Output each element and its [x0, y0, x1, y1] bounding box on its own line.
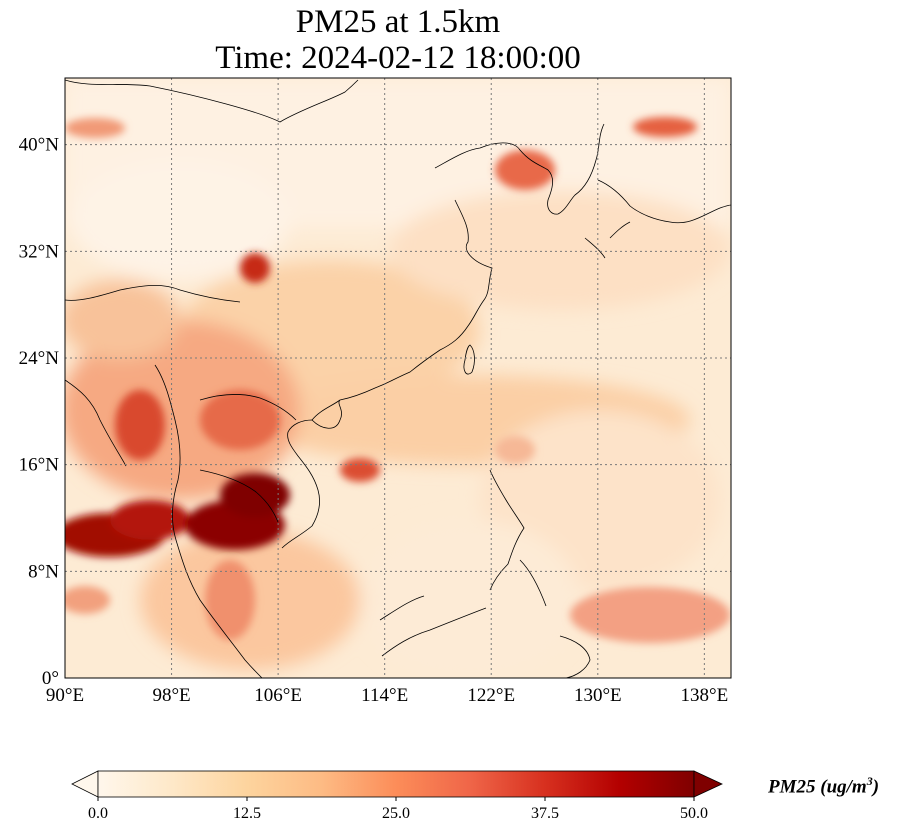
lon-tick-label: 90°E — [46, 685, 84, 706]
gridlines — [65, 78, 731, 678]
lon-tick-label: 130°E — [574, 685, 622, 706]
lon-tick-label: 106°E — [254, 685, 302, 706]
colorbar-tick-label: 50.0 — [680, 805, 708, 822]
lat-tick-label: 0° — [42, 668, 59, 689]
plot-title-line2: Time: 2024-02-12 18:00:00 — [215, 40, 581, 76]
latitude-tick-labels: 0° 8°N 16°N 24°N 32°N 40°N — [19, 135, 60, 689]
lon-tick-label: 114°E — [361, 685, 408, 706]
colorbar-title-close: ) — [872, 776, 880, 798]
map-frame — [64, 77, 732, 679]
colorbar-tick-label: 0.0 — [88, 805, 108, 822]
longitude-tick-labels: 90°E 98°E 106°E 114°E 122°E 130°E 138°E — [46, 685, 728, 706]
colorbar-tick-label: 12.5 — [233, 805, 261, 822]
lat-tick-label: 24°N — [19, 348, 60, 369]
colorbar-ramp — [97, 770, 695, 798]
colorbar-tick-label: 37.5 — [531, 805, 559, 822]
lon-tick-label: 138°E — [681, 685, 729, 706]
colorbar-extend-max — [693, 770, 723, 798]
colorbar-title-text: PM25 (ug/m — [768, 776, 867, 798]
colorbar-tick-label: 25.0 — [382, 805, 410, 822]
lat-tick-label: 32°N — [19, 241, 60, 262]
lat-tick-label: 40°N — [19, 135, 60, 156]
pm25-field — [65, 78, 731, 678]
colorbar: 0.0 12.5 25.0 37.5 50.0 — [71, 770, 723, 822]
lon-tick-label: 98°E — [152, 685, 190, 706]
lat-tick-label: 16°N — [19, 455, 60, 476]
lon-tick-label: 122°E — [467, 685, 515, 706]
coastlines — [65, 79, 731, 678]
colorbar-extend-min — [71, 770, 99, 798]
lat-tick-label: 8°N — [28, 561, 59, 582]
colorbar-title-superscript: 3 — [866, 774, 873, 788]
colorbar-title: PM25 (ug/m3) — [768, 774, 879, 798]
plot-title-line1: PM25 at 1.5km — [295, 4, 501, 40]
